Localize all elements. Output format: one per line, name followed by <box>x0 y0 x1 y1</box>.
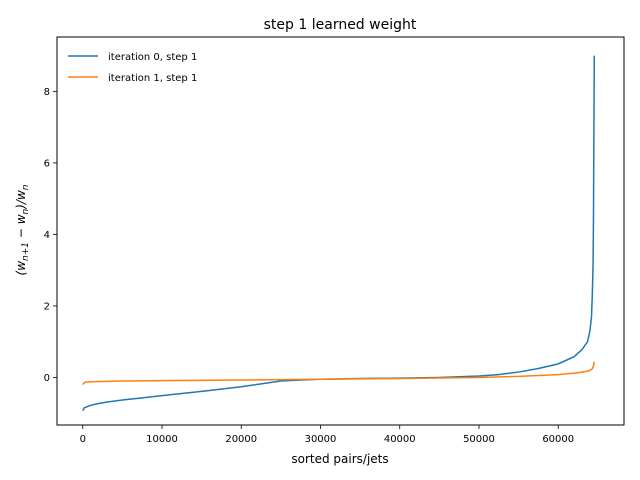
y-tick-label: 2 <box>44 301 50 312</box>
x-axis-label: sorted pairs/jets <box>291 452 388 466</box>
series-line-1 <box>82 361 596 386</box>
legend-label-1: iteration 1, step 1 <box>108 73 197 84</box>
x-tick-label: 30000 <box>305 434 337 445</box>
legend: iteration 0, step 1 iteration 1, step 1 <box>68 52 197 84</box>
x-tick-label: 40000 <box>384 434 416 445</box>
y-tick-label: 4 <box>44 230 50 241</box>
x-tick-label: 0 <box>80 434 86 445</box>
y-axis-label: (wn+1 − wn)/wn <box>14 184 31 275</box>
series-line-0 <box>82 55 596 412</box>
chart-title: step 1 learned weight <box>264 17 417 33</box>
x-tick-label: 50000 <box>463 434 495 445</box>
y-tick-label: 0 <box>44 373 50 384</box>
x-tick-label: 10000 <box>146 434 178 445</box>
y-tick-label: 6 <box>44 158 50 169</box>
x-axis: 0 10000 20000 30000 40000 50000 60000 <box>80 425 574 445</box>
y-tick-label: 8 <box>44 87 50 98</box>
x-tick-label: 60000 <box>542 434 574 445</box>
legend-label-0: iteration 0, step 1 <box>108 52 197 63</box>
x-tick-label: 20000 <box>225 434 257 445</box>
plot-area <box>82 55 596 412</box>
y-axis: 0 2 4 6 8 <box>44 87 57 384</box>
plot-frame <box>56 36 625 426</box>
